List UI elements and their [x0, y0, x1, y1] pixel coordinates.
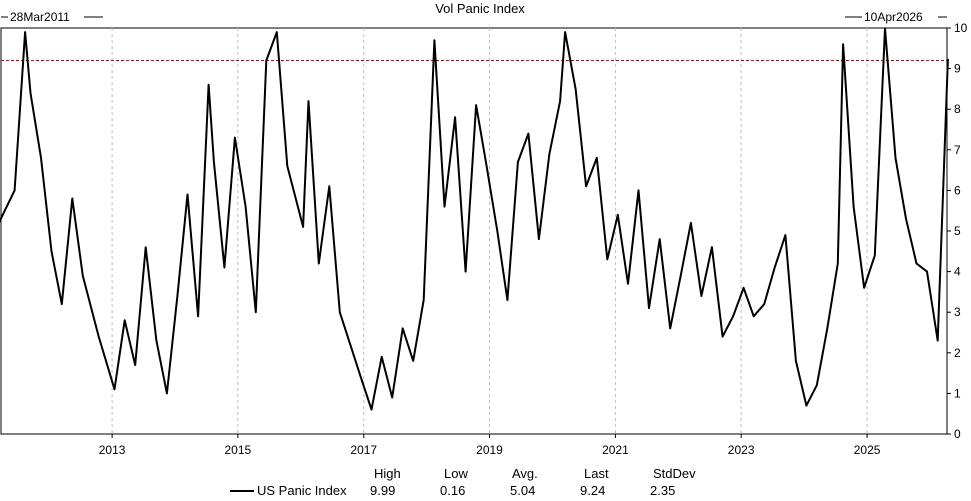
stat-header-high: High: [374, 466, 401, 481]
y-tick-label: 10: [954, 21, 968, 35]
series-name: US Panic Index: [257, 483, 347, 498]
y-tick-label: 8: [954, 102, 961, 116]
x-tick-label: 2015: [224, 443, 251, 457]
y-tick-label: 1: [954, 386, 961, 400]
stat-value-last: 9.24: [580, 483, 606, 498]
x-tick-label: 2021: [602, 443, 629, 457]
chart-title: Vol Panic Index: [435, 1, 525, 16]
stats-table: High Low Avg. Last StdDev US Panic Index…: [0, 462, 971, 501]
y-tick-label: 4: [954, 265, 961, 279]
stat-header-avg: Avg.: [512, 466, 538, 481]
y-axis-ticks: 0 1 2 3 4 5 6 7 8 9 10: [947, 21, 968, 441]
y-tick-label: 2: [954, 346, 961, 360]
x-tick-label: 2017: [350, 443, 377, 457]
stat-header-stddev: StdDev: [653, 466, 696, 481]
y-tick-label: 6: [954, 183, 961, 197]
start-date-label: 28Mar2011: [10, 10, 70, 24]
series-group: [0, 27, 949, 411]
x-tick-label: 2023: [728, 443, 755, 457]
stat-value-stddev: 2.35: [650, 483, 676, 498]
stat-header-last: Last: [584, 466, 609, 481]
x-tick-label: 2025: [854, 443, 881, 457]
x-tick-label: 2013: [99, 443, 126, 457]
end-date-label: 10Apr2026: [864, 10, 923, 24]
stat-value-avg: 5.04: [510, 483, 536, 498]
stat-value-high: 9.99: [370, 483, 396, 498]
y-tick-label: 5: [954, 224, 961, 238]
plot-frame: [0, 27, 948, 435]
y-tick-label: 7: [954, 143, 961, 157]
series-line-0: [0, 27, 949, 411]
y-tick-label: 3: [954, 305, 961, 319]
x-tick-label: 2019: [476, 443, 503, 457]
legend-line-swatch: [230, 490, 254, 492]
gridlines: [111, 28, 868, 434]
stat-header-low: Low: [444, 466, 468, 481]
y-tick-label: 9: [954, 62, 961, 76]
y-tick-label: 0: [954, 427, 961, 441]
stat-value-low: 0.16: [440, 483, 466, 498]
x-axis-ticks: 2013 2015 2017 2019 2021 2023 2025: [99, 434, 881, 457]
